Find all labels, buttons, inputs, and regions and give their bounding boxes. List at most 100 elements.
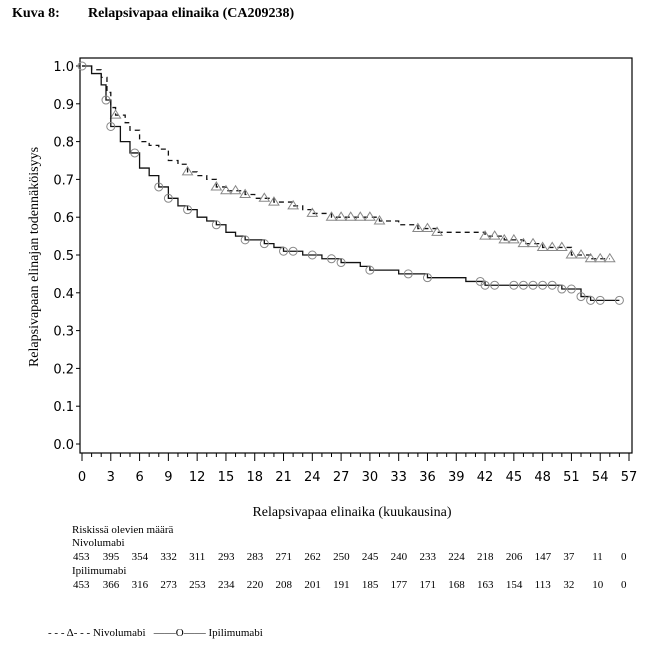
censor-marker-nivolumabi xyxy=(527,237,539,248)
plot-frame xyxy=(79,57,633,454)
risk-count: 224 xyxy=(448,551,465,563)
censor-marker-ipilimumabi xyxy=(101,95,111,105)
risk-count: 293 xyxy=(217,551,235,563)
censor-marker-ipilimumabi xyxy=(336,258,346,268)
censor-marker-nivolumabi xyxy=(287,199,300,210)
risk-count: 208 xyxy=(275,579,293,591)
risk-count: 32 xyxy=(563,579,575,591)
censor-marker-nivolumabi xyxy=(479,230,491,240)
censor-marker-nivolumabi xyxy=(239,188,252,199)
y-tick-label: 0.9 xyxy=(53,98,74,113)
y-tick-label: 0.0 xyxy=(53,438,74,453)
y-axis-title: Relapsivapaan elinajan todennäköisyys xyxy=(27,147,42,367)
censor-marker-ipilimumabi xyxy=(163,193,173,203)
censor-marker-nivolumabi xyxy=(507,233,520,244)
y-tick-label: 0.3 xyxy=(53,325,74,340)
censor-marker-nivolumabi xyxy=(603,252,616,263)
y-axis: 0.0 0.1 0.2 0.3 0.4 0.5 0.6 0.7 0.8 0.9 1.0 xyxy=(53,60,80,453)
x-tick-label: 0 xyxy=(78,470,86,485)
x-tick-label: 27 xyxy=(333,470,350,485)
censor-marker-ipilimumabi xyxy=(595,295,605,305)
legend-symbol-nivolumabi: - - - Δ- - - xyxy=(48,627,91,639)
x-tick-label: 15 xyxy=(218,470,235,485)
risk-table: Riskissä olevien määrä Nivolumabi 453 395… xyxy=(72,524,652,593)
legend-symbol-ipilimumabi: ——O—— xyxy=(153,627,206,639)
censor-marker-ipilimumabi xyxy=(307,250,317,260)
censor-marker-ipilimumabi xyxy=(130,148,140,158)
censor-marker-nivolumabi xyxy=(584,252,597,263)
censor-marker-nivolumabi xyxy=(181,165,194,176)
censor-marker-ipilimumabi xyxy=(528,280,538,290)
x-tick-label: 3 xyxy=(107,470,115,485)
censor-marker-nivolumabi xyxy=(421,222,434,233)
censor-marker-nivolumabi xyxy=(536,241,549,251)
x-tick-label: 30 xyxy=(362,470,379,485)
x-tick-label: 18 xyxy=(246,470,263,485)
x-tick-label: 57 xyxy=(621,470,638,485)
y-tick-label: 0.6 xyxy=(53,211,74,226)
censor-marker-ipilimumabi xyxy=(518,280,528,290)
x-tick-label: 24 xyxy=(304,470,321,485)
risk-count: 311 xyxy=(189,551,206,563)
censor-marker-ipilimumabi xyxy=(422,273,432,283)
censor-marker-nivolumabi xyxy=(498,233,511,244)
censor-marker-nivolumabi xyxy=(594,252,607,263)
risk-count: 245 xyxy=(361,551,379,563)
censor-marker-ipilimumabi xyxy=(327,254,337,264)
risk-group-label: Ipilimumabi xyxy=(72,565,127,577)
censor-marker-ipilimumabi xyxy=(154,182,164,192)
series-group xyxy=(77,61,624,305)
risk-count: 191 xyxy=(333,579,350,591)
censor-marker-ipilimumabi xyxy=(538,280,548,290)
risk-count: 37 xyxy=(563,551,575,563)
censor-marker-ipilimumabi xyxy=(259,239,269,249)
risk-count: 147 xyxy=(534,551,552,563)
risk-count: 234 xyxy=(217,579,235,591)
figure-title: Kuva 8: Relapsivapaa elinaika (CA209238) xyxy=(12,6,294,22)
series-line-nivolumabi xyxy=(82,65,610,260)
risk-count: 395 xyxy=(102,551,120,563)
risk-count: 185 xyxy=(361,579,379,591)
censor-marker-ipilimumabi xyxy=(547,280,557,290)
censor-marker-nivolumabi xyxy=(220,184,232,195)
risk-count: 250 xyxy=(333,551,350,563)
y-tick-label: 0.5 xyxy=(53,249,74,264)
x-axis-title: Relapsivapaa elinaika (kuukausina) xyxy=(252,505,451,520)
censor-marker-nivolumabi xyxy=(210,181,223,191)
risk-count: 220 xyxy=(246,579,264,591)
censor-marker-ipilimumabi xyxy=(288,246,298,256)
risk-count: 453 xyxy=(73,579,90,591)
risk-count: 316 xyxy=(131,579,149,591)
x-tick-label: 48 xyxy=(534,470,551,485)
censor-marker-nivolumabi xyxy=(344,211,357,221)
risk-count: 206 xyxy=(505,551,523,563)
risk-count: 233 xyxy=(419,551,436,563)
risk-count: 10 xyxy=(592,579,604,591)
x-axis: 0 3 6 9 12 15 18 21 24 27 30 33 36 39 42 45 48 51 54 57 xyxy=(78,453,637,485)
risk-count: 201 xyxy=(304,579,321,591)
x-tick-label: 39 xyxy=(448,470,465,485)
risk-count: 262 xyxy=(304,551,321,563)
censor-marker-ipilimumabi xyxy=(106,121,116,131)
risk-count: 283 xyxy=(246,551,264,563)
x-tick-label: 6 xyxy=(135,470,143,485)
risk-count: 0 xyxy=(621,579,627,591)
censor-marker-nivolumabi xyxy=(488,230,501,240)
y-tick-label: 0.8 xyxy=(53,136,74,151)
censor-marker-nivolumabi xyxy=(411,222,424,233)
censor-marker-ipilimumabi xyxy=(77,61,87,71)
y-tick-label: 0.1 xyxy=(53,400,74,415)
legend-label-ipilimumabi: Ipilimumabi xyxy=(208,627,263,639)
censor-marker-nivolumabi xyxy=(575,249,587,259)
censor-marker-ipilimumabi xyxy=(576,292,586,302)
censor-marker-ipilimumabi xyxy=(279,246,289,256)
risk-group-label: Nivolumabi xyxy=(72,537,125,549)
censor-marker-nivolumabi xyxy=(555,241,568,251)
censor-marker-nivolumabi xyxy=(109,109,122,119)
risk-count: 218 xyxy=(477,551,494,563)
censor-marker-nivolumabi xyxy=(306,207,319,217)
x-tick-label: 9 xyxy=(164,470,172,485)
risk-count: 11 xyxy=(592,551,603,563)
series-line-ipilimumabi xyxy=(82,65,620,302)
censor-marker-ipilimumabi xyxy=(490,280,500,290)
